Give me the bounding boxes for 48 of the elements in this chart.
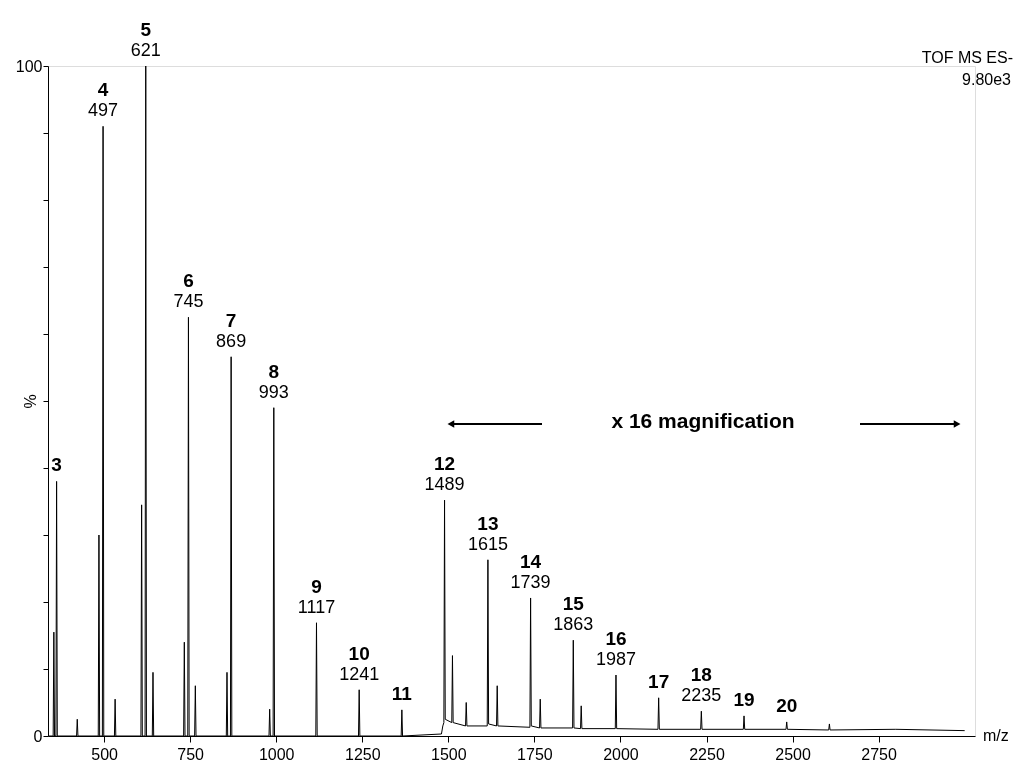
- annotation: 7: [225, 309, 237, 331]
- annotation: 869: [216, 330, 247, 351]
- annotation: 5: [140, 19, 152, 40]
- annotation: 1117: [297, 596, 336, 617]
- annotation: 497: [88, 100, 119, 121]
- x-tick-label: 2000: [603, 745, 639, 763]
- annotation: 17: [648, 670, 670, 692]
- y-tick-label: 0: [33, 727, 43, 745]
- annotation: 621: [130, 40, 161, 60]
- annotation: 8: [268, 360, 280, 382]
- x-tick-label: 2250: [689, 745, 725, 763]
- y-axis-title: %: [21, 394, 39, 409]
- x-tick-label: 1750: [517, 745, 553, 763]
- annotation: 20: [776, 694, 798, 716]
- annotation: 3: [51, 454, 62, 476]
- annotation: 16: [605, 628, 627, 650]
- y-tick-label: 100: [15, 57, 43, 75]
- x-axis-title: m/z: [983, 727, 1009, 744]
- annotation: 6: [183, 270, 194, 292]
- annotation: 9.80e3: [962, 71, 1012, 88]
- annotation: 10: [348, 642, 370, 664]
- annotation: 18: [690, 664, 712, 686]
- x-tick-label: 1250: [344, 745, 381, 763]
- x-tick-label: 1000: [258, 745, 295, 763]
- x-tick-label: 2750: [861, 745, 898, 763]
- annotation: x 16 magnification: [611, 409, 795, 432]
- annotation: 19: [733, 688, 755, 710]
- annotation: 1489: [424, 474, 465, 495]
- x-tick-label: 750: [177, 745, 205, 763]
- annotation: 1987: [595, 649, 636, 670]
- annotation: 14: [520, 550, 542, 572]
- annotation: 993: [258, 381, 289, 402]
- annotation: 11: [391, 682, 413, 704]
- annotation: 9: [311, 575, 322, 597]
- x-tick-label: 500: [91, 745, 119, 763]
- annotation: 12: [433, 453, 456, 475]
- annotation: 15: [562, 593, 585, 615]
- x-tick-label: 1500: [431, 745, 467, 763]
- annotation: 1863: [553, 614, 594, 635]
- annotation: 1241: [339, 663, 380, 684]
- text: TOF MS ES-: [921, 49, 1013, 66]
- annotation: 1739: [510, 571, 551, 592]
- annotation: 2235: [681, 685, 722, 706]
- annotation: 1615: [467, 533, 508, 554]
- x-tick-label: 2500: [775, 745, 811, 763]
- annotation: 745: [173, 291, 204, 312]
- annotation: 4: [97, 79, 109, 101]
- annotation: 13: [477, 512, 499, 534]
